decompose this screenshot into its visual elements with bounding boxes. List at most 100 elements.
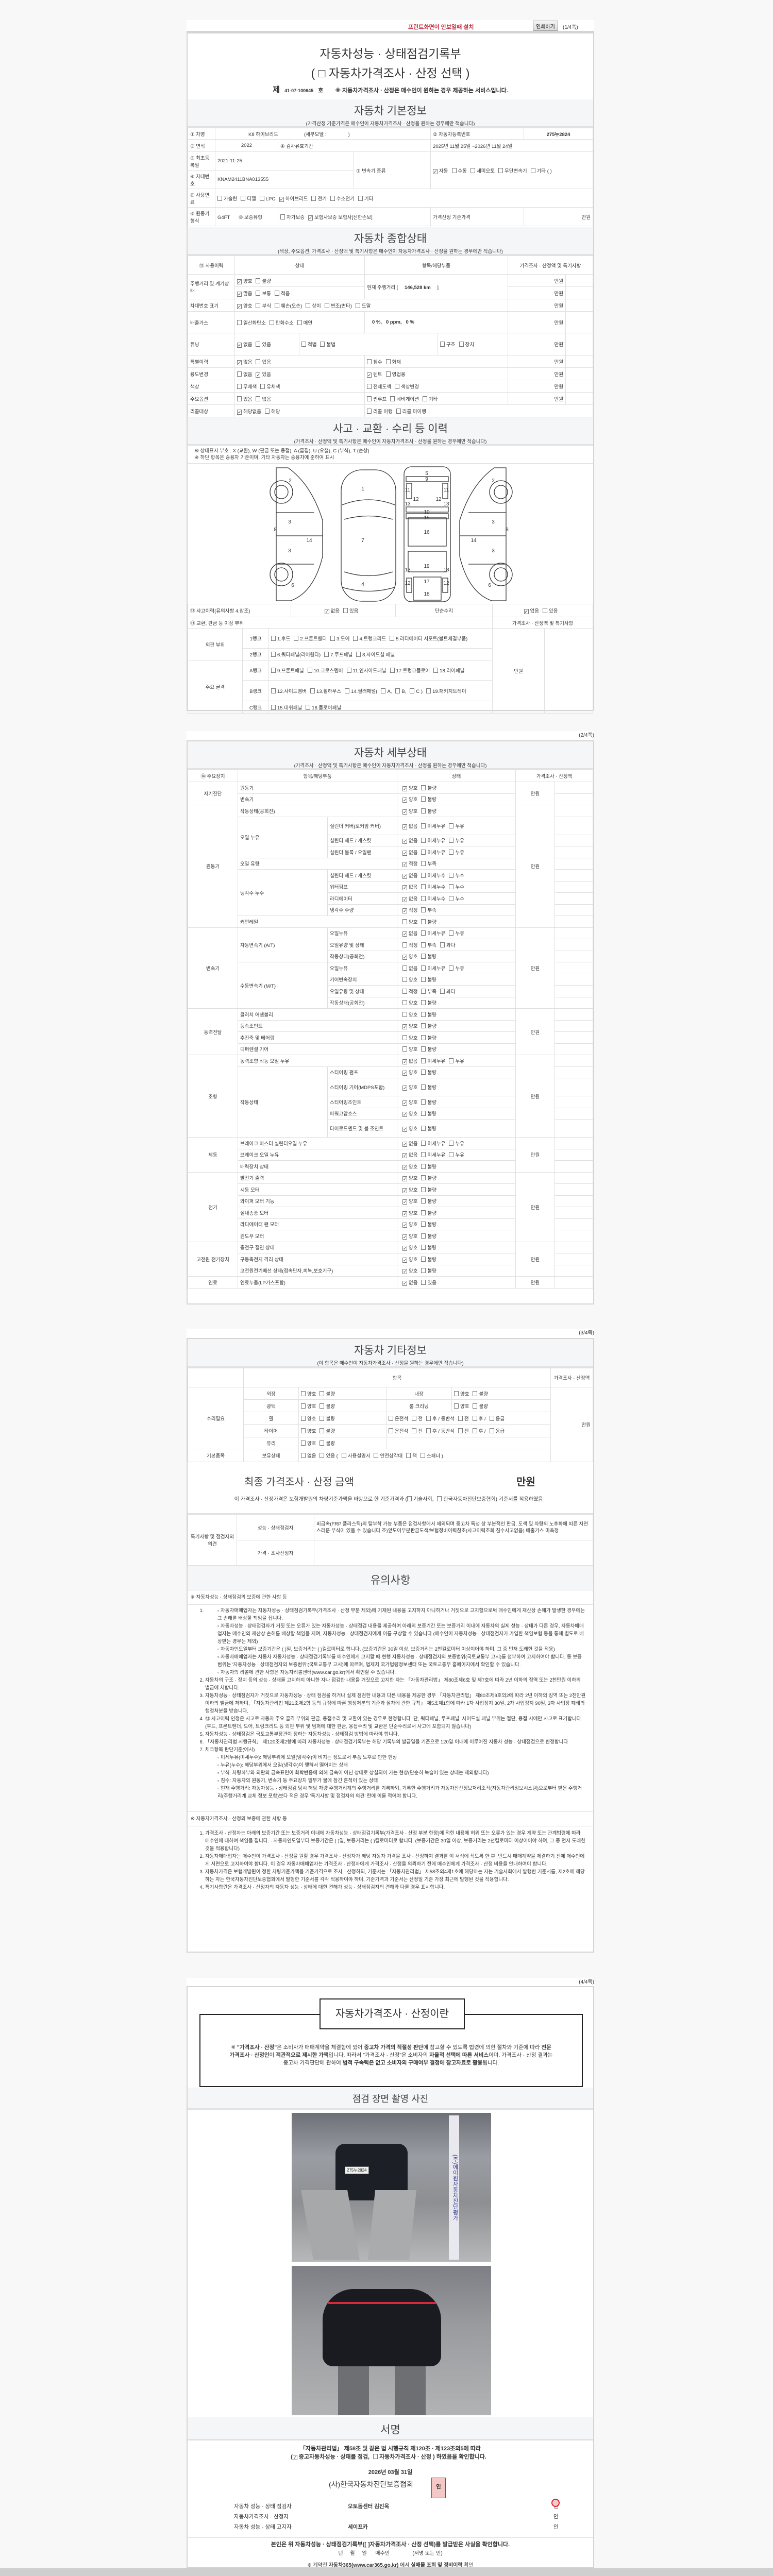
checkbox-option[interactable]: 양호: [454, 1390, 469, 1397]
checkbox-option[interactable]: LPG: [259, 195, 276, 202]
checkbox-option[interactable]: 한국자동차진단보증협회) 기준서를 적용하였음: [437, 1496, 543, 1503]
checkbox-option[interactable]: ✓ 양호: [402, 1233, 418, 1240]
checkbox-option[interactable]: 적음: [274, 290, 290, 297]
checkbox-option[interactable]: 없음: [256, 395, 271, 402]
checkbox-option[interactable]: 불량: [421, 795, 436, 803]
checkbox-option[interactable]: 전: [458, 1415, 469, 1422]
checkbox-option[interactable]: 기타 ( ): [530, 167, 552, 174]
checkbox-option[interactable]: 화재: [385, 358, 401, 365]
checkbox-option[interactable]: 불량: [421, 976, 436, 983]
checkbox-option[interactable]: ✓ 해당없음: [237, 409, 261, 415]
checkbox-option[interactable]: 무단변속기: [498, 167, 527, 174]
checkbox-option[interactable]: 전체도색: [367, 383, 391, 390]
checkbox-option[interactable]: 있음: [543, 607, 558, 614]
checkbox-option[interactable]: ✓ 양호: [402, 1126, 418, 1132]
checkbox-option[interactable]: ✓ 중고자동차성능 · 상태를 점검,: [292, 2454, 370, 2460]
checkbox-option[interactable]: 양호: [402, 918, 417, 925]
checkbox-option[interactable]: 침수: [367, 358, 382, 365]
checkbox-option[interactable]: 과다: [440, 941, 455, 948]
checkbox-option[interactable]: 불량: [421, 918, 436, 925]
checkbox-option[interactable]: 불량: [421, 1256, 436, 1263]
checkbox-option[interactable]: 유채색: [260, 383, 280, 390]
checkbox-option[interactable]: 과다: [440, 988, 455, 995]
checkbox-option[interactable]: 불량: [320, 1415, 335, 1422]
checkbox-option[interactable]: ✓ 없음: [402, 1141, 418, 1147]
checkbox-option[interactable]: 후 /: [472, 1427, 486, 1434]
checkbox-option[interactable]: 양호: [454, 1402, 469, 1410]
checkbox-option[interactable]: 15.대쉬패널: [271, 704, 302, 711]
checkbox-option[interactable]: 가솔린: [217, 195, 237, 202]
checkbox-option[interactable]: 리콜 이행: [367, 408, 393, 415]
checkbox-option[interactable]: ✓ 있음: [256, 371, 271, 378]
checkbox-option[interactable]: ✓ 양호: [402, 1222, 418, 1228]
checkbox-option[interactable]: 불량: [320, 1390, 335, 1397]
checkbox-option[interactable]: 미세누유: [421, 822, 445, 829]
checkbox-option[interactable]: 불량: [421, 1197, 436, 1205]
checkbox-option[interactable]: 없음: [402, 964, 417, 972]
checkbox-option[interactable]: 수동: [451, 167, 467, 174]
checkbox-option[interactable]: 불량: [421, 1045, 436, 1053]
checkbox-option[interactable]: ✓ 보험사보증 보험사[신한손보]: [308, 214, 373, 221]
checkbox-option[interactable]: 미세누유: [421, 1140, 445, 1147]
checkbox-option[interactable]: ✓ 없음: [237, 342, 253, 348]
checkbox-option[interactable]: B,: [395, 688, 406, 694]
checkbox-option[interactable]: 8.사이드실 패널: [356, 651, 395, 658]
checkbox-option[interactable]: 미세누유: [421, 964, 445, 972]
checkbox-option[interactable]: 양호: [402, 976, 417, 983]
checkbox-option[interactable]: 미세누유: [421, 837, 445, 844]
checkbox-option[interactable]: ✓ 양호: [402, 797, 418, 803]
checkbox-option[interactable]: 미세누유: [421, 1057, 445, 1064]
checkbox-option[interactable]: 11.인사이드패널: [346, 667, 386, 674]
checkbox-option[interactable]: 불량: [421, 1163, 436, 1170]
checkbox-option[interactable]: ✓ 양호: [402, 1176, 418, 1182]
checkbox-option[interactable]: 있음: [421, 1279, 436, 1286]
checkbox-option[interactable]: 색상변경: [394, 383, 419, 390]
checkbox-option[interactable]: ✓ 양호: [402, 954, 418, 960]
checkbox-option[interactable]: 누유: [449, 929, 464, 937]
checkbox-option[interactable]: 부족: [421, 860, 436, 867]
checkbox-option[interactable]: ✓ 양호: [402, 1257, 418, 1263]
checkbox-option[interactable]: C ): [410, 688, 423, 694]
checkbox-option[interactable]: 양호: [402, 999, 417, 1006]
checkbox-option[interactable]: 장치: [459, 341, 474, 348]
checkbox-option[interactable]: 누유: [449, 849, 464, 856]
checkbox-option[interactable]: 불량: [421, 953, 436, 960]
checkbox-option[interactable]: 불량: [421, 1069, 436, 1076]
checkbox-option[interactable]: 누유: [449, 1057, 464, 1064]
checkbox-option[interactable]: ✓ 없음: [524, 608, 539, 614]
checkbox-option[interactable]: 19.패키지트레이: [426, 687, 466, 694]
checkbox-option[interactable]: 13.휠하우스: [310, 687, 341, 694]
checkbox-option[interactable]: 불량: [421, 1098, 436, 1106]
checkbox-option[interactable]: 없음: [301, 1452, 316, 1459]
checkbox-option[interactable]: 4.트렁크리드: [353, 635, 386, 642]
checkbox-option[interactable]: ✓ 양호: [402, 785, 418, 791]
checkbox-option[interactable]: 불량: [320, 1439, 335, 1447]
checkbox-option[interactable]: 자가보증: [280, 213, 305, 221]
checkbox-option[interactable]: ✓ 양호: [402, 1199, 418, 1205]
checkbox-option[interactable]: 2.프론트휀더: [294, 635, 327, 642]
checkbox-option[interactable]: 훼손(오손): [274, 302, 302, 309]
checkbox-option[interactable]: 5.라디에이터 서포트(볼트체결부품): [390, 635, 467, 642]
checkbox-option[interactable]: ✓ 없음: [402, 931, 418, 937]
checkbox-option[interactable]: 불량: [421, 1011, 436, 1018]
checkbox-option[interactable]: 해당: [264, 408, 280, 415]
checkbox-option[interactable]: ✓ 없음: [402, 850, 418, 856]
checkbox-option[interactable]: 불량: [421, 1232, 436, 1240]
checkbox-option[interactable]: 양호: [402, 1011, 417, 1018]
checkbox-option[interactable]: ✓ 양호: [402, 1099, 418, 1106]
checkbox-option[interactable]: 무채색: [237, 383, 257, 390]
checkbox-option[interactable]: 후 / 동반석: [426, 1427, 455, 1434]
checkbox-option[interactable]: 변조(변타): [324, 302, 352, 309]
checkbox-option[interactable]: 양호: [301, 1427, 316, 1434]
checkbox-option[interactable]: 일산화탄소: [237, 319, 266, 326]
checkbox-option[interactable]: 있음: [237, 395, 252, 402]
checkbox-option[interactable]: 불량: [320, 1402, 335, 1410]
checkbox-option[interactable]: 미세누수: [421, 872, 445, 879]
checkbox-option[interactable]: ✓ 없음: [402, 823, 418, 829]
checkbox-option[interactable]: ✓ 많음: [237, 291, 253, 297]
checkbox-option[interactable]: 없음: [237, 370, 252, 378]
checkbox-option[interactable]: 미세누유: [421, 929, 445, 937]
checkbox-option[interactable]: 기술사회,: [407, 1496, 433, 1503]
checkbox-option[interactable]: 불량: [421, 1110, 436, 1117]
checkbox-option[interactable]: 상이: [306, 302, 321, 309]
